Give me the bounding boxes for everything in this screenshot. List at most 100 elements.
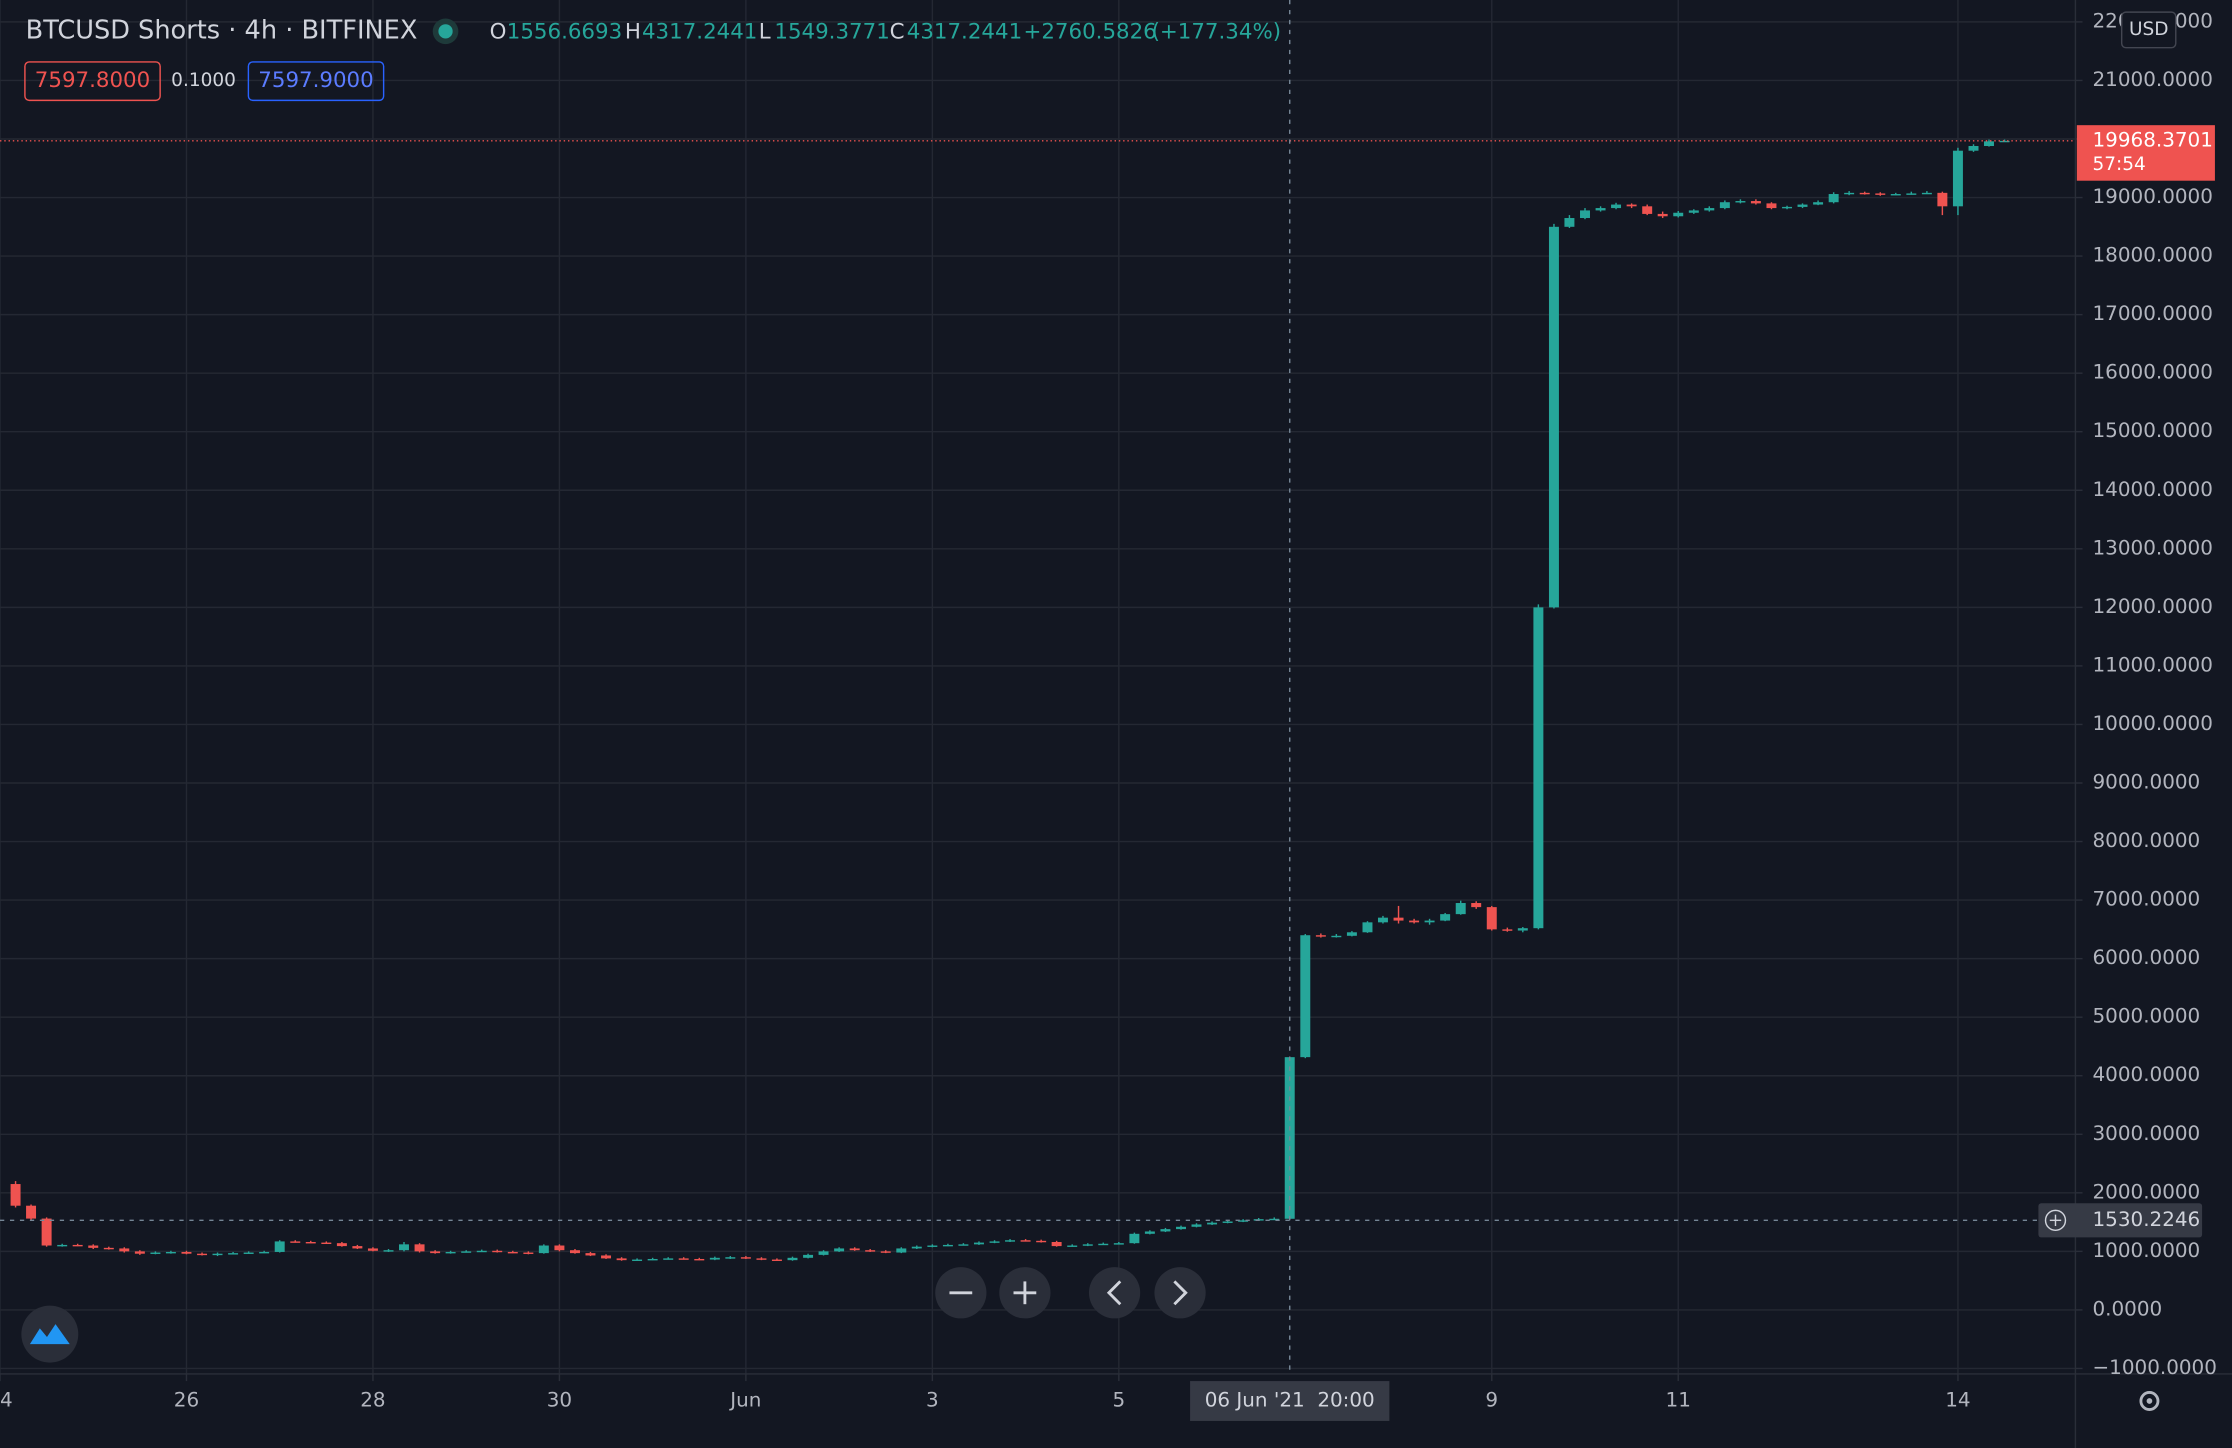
plot-area <box>0 0 2076 1374</box>
x-tick-label: Jun <box>728 1389 761 1412</box>
candle-body <box>585 1253 596 1256</box>
candle-body <box>1719 202 1730 209</box>
candle-body <box>1409 920 1420 923</box>
candle-body <box>336 1243 347 1247</box>
candle-body <box>1129 1233 1140 1244</box>
y-tick-label: 13000.0000 <box>2092 536 2212 559</box>
candle-body <box>119 1248 130 1252</box>
ohlc-value: 4317.2441 <box>642 20 757 45</box>
zoom-in-button[interactable] <box>999 1267 1051 1319</box>
candle-body <box>134 1251 145 1254</box>
candle-body <box>1036 1240 1047 1243</box>
candle-body <box>1813 202 1824 205</box>
ohlc-key: O <box>490 20 507 45</box>
candle-body <box>1580 210 1590 219</box>
candle-body <box>989 1241 1000 1243</box>
y-tick-label: 3000.0000 <box>2092 1122 2200 1145</box>
y-tick-label: −1000.0000 <box>2092 1356 2216 1379</box>
candle-body <box>1113 1243 1124 1245</box>
candle-body <box>865 1250 876 1252</box>
gear-icon[interactable] <box>2139 1391 2160 1411</box>
y-tick-label: 17000.0000 <box>2092 302 2212 325</box>
scroll-right-button[interactable] <box>1154 1267 1206 1319</box>
y-tick-label: 5000.0000 <box>2092 1005 2200 1028</box>
candle-body <box>1673 212 1684 217</box>
candle-body <box>1393 917 1404 921</box>
candle-body <box>10 1184 21 1206</box>
buy-button[interactable] <box>247 61 385 102</box>
logo[interactable] <box>21 1305 79 1363</box>
candle-body <box>632 1259 643 1261</box>
candle-body <box>538 1245 549 1254</box>
ohlc-key: C <box>890 20 905 45</box>
candle-body <box>1424 920 1435 923</box>
candle-body <box>1346 932 1357 936</box>
bid-price[interactable]: 7597.8000 <box>35 68 150 93</box>
ask-price[interactable]: 7597.9000 <box>258 68 373 93</box>
candle-body <box>1502 929 1513 931</box>
candle-body <box>1906 193 1917 195</box>
candle-body <box>771 1259 782 1261</box>
candle-body <box>72 1244 83 1247</box>
ohlc-value: 4317.2441 <box>907 20 1022 45</box>
candle-body <box>1859 192 1870 195</box>
crosshair-time-badge <box>1190 1381 1390 1421</box>
candle-body <box>803 1254 814 1258</box>
scroll-left-button[interactable] <box>1088 1267 1141 1319</box>
x-tick-label: 9 <box>1485 1389 1498 1412</box>
y-tick-label: 18000.0000 <box>2092 244 2212 267</box>
candle-body <box>880 1251 891 1253</box>
y-tick-label: 21000.0000 <box>2092 68 2212 91</box>
sell-button[interactable] <box>24 61 161 102</box>
candle-body <box>103 1247 114 1250</box>
candle-body <box>150 1252 161 1254</box>
candle-body <box>1611 204 1622 209</box>
status-dot <box>438 24 453 39</box>
y-tick-label: 10000.0000 <box>2092 712 2212 735</box>
candle-body <box>725 1257 736 1259</box>
settings-button[interactable] <box>2139 1391 2160 1411</box>
candle-body <box>461 1251 472 1253</box>
candle-body <box>492 1250 503 1253</box>
candle-body <box>616 1258 627 1261</box>
button-bg[interactable] <box>1154 1267 1206 1319</box>
candle-body <box>1999 140 2010 143</box>
y-tick-label: 12000.0000 <box>2092 595 2212 618</box>
candle-body <box>1362 922 1373 933</box>
candle-body <box>197 1253 208 1256</box>
logo-icon <box>29 1324 70 1345</box>
gear-center <box>2146 1398 2153 1404</box>
candle-body <box>849 1248 860 1251</box>
candle-body <box>321 1242 332 1245</box>
candle-body <box>367 1248 378 1251</box>
candle-body <box>1797 204 1808 207</box>
candle-body <box>1377 917 1388 923</box>
crosshair-price-label: 1530.2246 <box>2092 1208 2200 1231</box>
candle-body <box>911 1246 922 1249</box>
symbol-title: BTCUSD Shorts · 4h · BITFINEX <box>26 15 418 45</box>
zoom-out-button[interactable] <box>935 1267 987 1319</box>
button-bg[interactable] <box>1088 1267 1141 1319</box>
candle-body <box>896 1248 907 1253</box>
y-tick-label: 0.0000 <box>2092 1297 2162 1320</box>
candle-body <box>1750 201 1761 204</box>
y-tick-label: 6000.0000 <box>2092 946 2200 969</box>
candle-body <box>1222 1221 1233 1223</box>
candle-body <box>1766 203 1777 209</box>
candle-body <box>1191 1224 1202 1227</box>
candle-body <box>1331 935 1342 938</box>
candle-body <box>1533 607 1544 929</box>
candle-body <box>663 1258 674 1260</box>
candle-body <box>1440 914 1451 921</box>
candle-body <box>1455 903 1466 915</box>
candle-body <box>1269 1218 1280 1221</box>
candle-body <box>834 1248 845 1252</box>
x-tick-label: 5 <box>1112 1389 1125 1412</box>
x-tick-label: 14 <box>1945 1389 1970 1412</box>
icon <box>1173 1280 1188 1306</box>
candle-body <box>1704 208 1715 211</box>
candle-body <box>1657 213 1668 217</box>
candle-body <box>1984 141 1994 147</box>
candle-body <box>1828 194 1839 203</box>
candle-body <box>818 1251 829 1255</box>
